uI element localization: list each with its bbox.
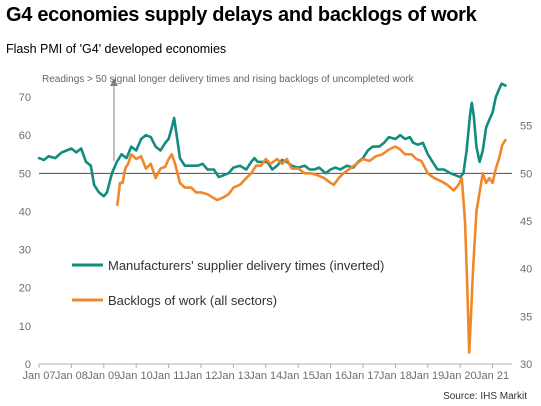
y-right-tick-label: 30 [520,359,532,371]
x-tick-label: Jan 19 [411,370,444,382]
annotation-text: Readings > 50 signal longer delivery tim… [42,74,415,85]
y-left-tick-label: 10 [19,321,31,333]
y-left-tick-label: 0 [25,359,31,371]
y-left-tick-label: 20 [19,283,31,295]
series-line-backlogs [116,138,507,354]
source-note: Source: IHS Markit [443,391,527,402]
legend-label-backlogs: Backlogs of work (all sectors) [108,293,277,308]
x-tick-label: Jan 10 [120,370,153,382]
x-tick-label: Jan 08 [55,370,88,382]
x-tick-label: Jan 11 [152,370,184,382]
y-right-tick-label: 50 [520,168,532,180]
y-left-tick-label: 50 [19,168,31,180]
x-tick-label: Jan 18 [379,370,412,382]
x-tick-label: Jan 13 [217,370,250,382]
x-tick-label: Jan 15 [282,370,315,382]
y-left-tick-label: 30 [19,245,31,257]
chart-title: G4 economies supply delays and backlogs … [6,4,477,26]
x-tick-label: Jan 07 [22,370,55,382]
y-right-tick-label: 35 [520,311,532,323]
legend-label-delivery-times: Manufacturers' supplier delivery times (… [108,258,384,273]
x-tick-label: Jan 17 [346,370,379,382]
chart-subtitle: Flash PMI of 'G4' developed economies [6,42,227,56]
x-tick-label: Jan 21 [476,370,509,382]
y-right-tick-label: 55 [520,121,532,133]
x-tick-label: Jan 14 [249,370,282,382]
y-left-tick-label: 70 [19,92,31,104]
x-tick-label: Jan 16 [314,370,347,382]
annotation-arrow-head [110,78,118,86]
x-tick-label: Jan 09 [87,370,120,382]
y-left-tick-label: 40 [19,206,31,218]
y-left-tick-label: 60 [19,130,31,142]
x-tick-label: Jan 20 [444,370,477,382]
y-right-tick-label: 45 [520,216,532,228]
series-line-delivery-times [37,82,507,198]
x-tick-label: Jan 12 [184,370,217,382]
y-right-tick-label: 40 [520,264,532,276]
